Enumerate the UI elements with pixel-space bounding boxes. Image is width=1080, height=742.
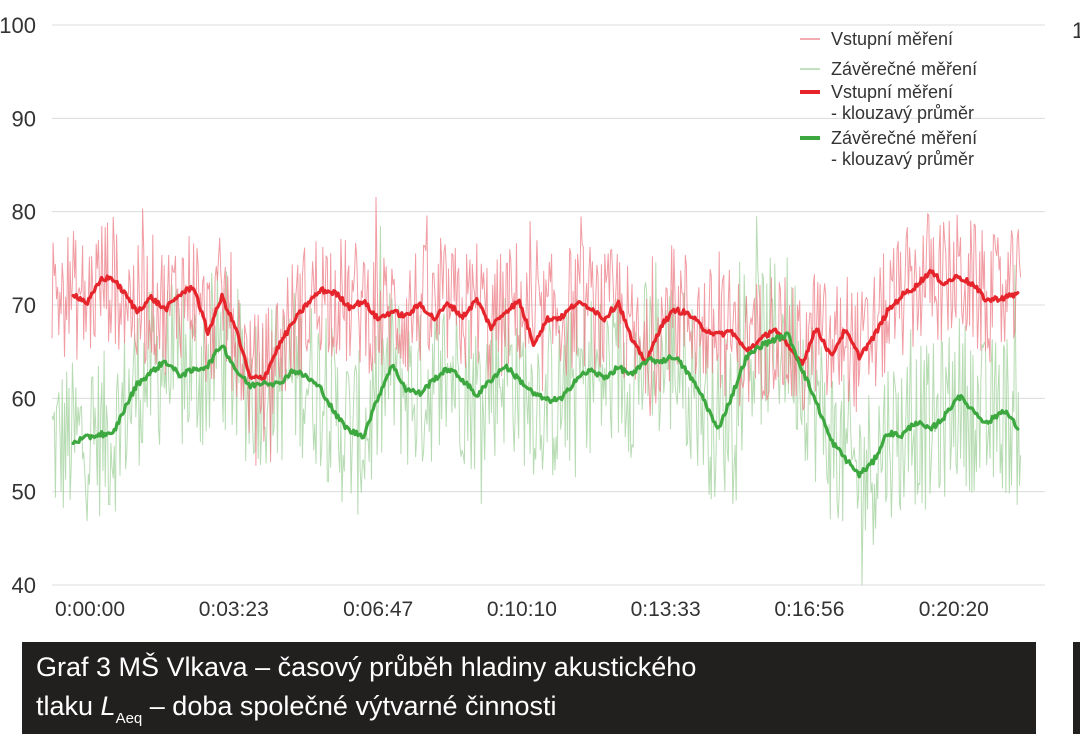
x-axis-ticks: 0:00:00 0:03:23 0:06:47 0:10:10 0:13:33 0:16:… [55,598,989,621]
legend-item: Vstupní měření- klouzavý průměr [800,82,974,123]
legend-label: Závěrečné měření [831,59,977,79]
line-zaverecne-mereni-klouzavy-prumer [71,331,1020,479]
x-tick-label: 0:16:56 [774,598,844,621]
legend-label: Závěrečné měření [831,128,977,148]
caption-line-1: Graf 3 MŠ Vlkava – časový průběh hladiny… [36,652,697,682]
caption-line-2: tlaku LAeq – doba společné výtvarné činn… [36,687,1024,726]
raw-series [51,196,1022,586]
y-tick-label: 40 [12,573,36,598]
caption-subscript: Aeq [115,710,143,727]
raw-line-vstupni-mereni [51,196,1022,466]
cropped-caption-fragment [1073,642,1080,734]
legend: Vstupní měření Závěrečné měření Vstupní mě… [800,29,977,169]
legend-label: - klouzavý průměr [831,149,974,169]
legend-label: - klouzavý průměr [831,103,974,123]
legend-item: Závěrečné měření- klouzavý průměr [800,128,977,169]
line-vstupni-mereni-klouzavy-prumer [71,268,1020,381]
legend-label: Vstupní měření [831,29,953,49]
legend-label: Vstupní měření [831,82,953,102]
x-tick-label: 0:03:23 [199,598,269,621]
y-tick-label: 70 [12,293,36,318]
y-axis-ticks: 40 50 60 70 80 90 100 [0,13,36,598]
figure-caption: Graf 3 MŠ Vlkava – časový průběh hladiny… [22,642,1036,734]
caption-line-2-prefix: tlaku [36,691,101,721]
y-tick-label: 100 [0,13,36,38]
cropped-axis-label-fragment: 1 [1072,18,1080,43]
caption-symbol: L [100,691,116,721]
moving-average-series [71,268,1020,479]
x-tick-label: 0:20:20 [919,598,989,621]
x-tick-label: 0:06:47 [343,598,413,621]
y-tick-label: 50 [12,480,36,505]
y-tick-label: 90 [12,106,36,131]
legend-item: Vstupní měření [800,29,953,49]
y-tick-label: 80 [12,200,36,225]
x-tick-label: 0:00:00 [55,598,125,621]
x-tick-label: 0:10:10 [487,598,557,621]
legend-item: Závěrečné měření [800,59,977,79]
y-tick-label: 60 [12,386,36,411]
x-tick-label: 0:13:33 [631,598,701,621]
noise-level-chart: 40 50 60 70 80 90 100 0:00:00 0:03:23 0:06:47 0:1… [0,13,1045,621]
caption-line-2-suffix: – doba společné výtvarné činnosti [142,691,557,721]
